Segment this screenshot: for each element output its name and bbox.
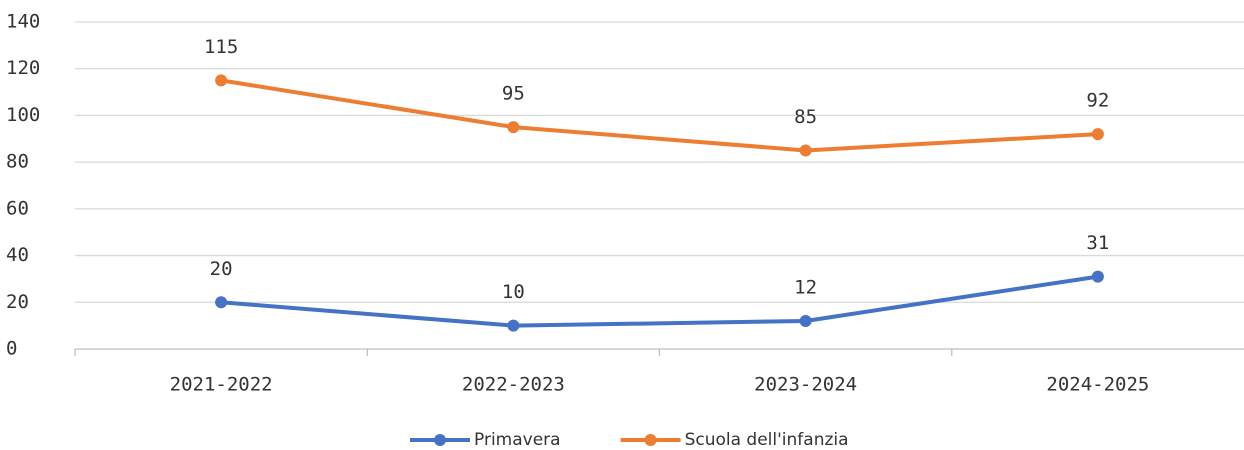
marker: [799, 314, 812, 327]
y-tick-label: 140: [6, 11, 40, 33]
marker: [507, 121, 520, 134]
x-tick-label: 2023-2024: [754, 374, 857, 396]
data-label: 115: [204, 36, 238, 58]
legend-marker: [434, 434, 446, 446]
series-line: [220, 78, 1098, 153]
marker: [215, 74, 228, 87]
legend-label: Primavera: [474, 430, 561, 450]
y-tick-label: 20: [6, 291, 29, 313]
marker: [507, 319, 520, 332]
y-tick-label: 120: [6, 57, 40, 79]
series-line: [220, 274, 1099, 328]
data-label: 12: [794, 276, 817, 298]
marker: [1091, 128, 1104, 141]
y-tick-label: 100: [6, 104, 40, 126]
data-label: 95: [502, 83, 525, 105]
data-label: 20: [210, 258, 233, 280]
data-label: 92: [1086, 90, 1109, 112]
y-tick-label: 0: [6, 338, 17, 360]
y-tick-label: 80: [6, 151, 29, 173]
legend-label: Scuola dell'infanzia: [685, 430, 849, 450]
y-tick-label: 40: [6, 244, 29, 266]
marker: [1091, 270, 1104, 283]
marker: [215, 296, 228, 309]
x-tick-label: 2024-2025: [1046, 374, 1149, 396]
y-tick-label: 60: [6, 197, 29, 219]
legend-marker: [644, 434, 657, 446]
data-label: 10: [502, 281, 525, 303]
data-label: 85: [794, 106, 817, 128]
x-tick-label: 2022-2023: [462, 374, 565, 396]
marker: [799, 144, 812, 157]
data-label: 31: [1086, 232, 1109, 254]
x-tick-label: 2021-2022: [170, 374, 273, 396]
